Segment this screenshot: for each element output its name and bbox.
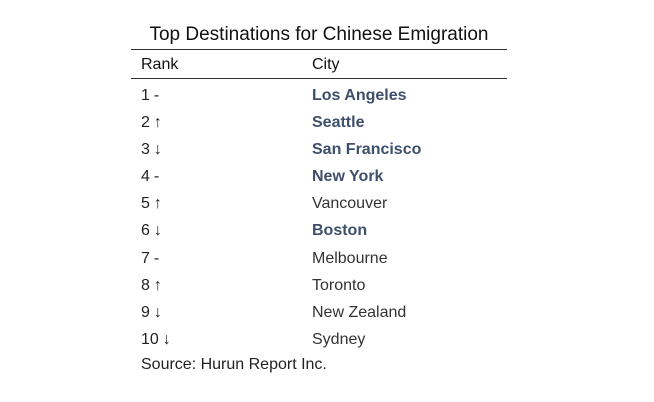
- rank-cell: 9 ↓: [131, 299, 312, 326]
- city-cell: Sydney: [312, 330, 366, 348]
- city-cell: Vancouver: [312, 195, 388, 213]
- trend-flat-icon: -: [153, 87, 160, 104]
- table-body: 1- Los Angeles 2 ↑ Seattle 3 ↓ San Francisco 4- N…: [131, 79, 507, 353]
- rank-number: 3: [141, 141, 150, 159]
- rank-number: 9: [141, 303, 150, 321]
- rank-number: 7: [141, 249, 150, 267]
- city-cell: Toronto: [312, 276, 366, 294]
- city-cell: New Zealand: [312, 303, 407, 321]
- rank-cell: 4-: [131, 163, 312, 190]
- trend-down-icon: ↓: [153, 303, 162, 321]
- city-cell: New York: [312, 168, 384, 186]
- city-cell: Seattle: [312, 114, 365, 132]
- table-row: 5 ↑ Vancouver: [131, 190, 507, 217]
- trend-flat-icon: -: [153, 168, 160, 186]
- trend-up-icon: ↑: [153, 114, 162, 132]
- trend-down-icon: ↓: [162, 330, 171, 348]
- city-cell: Melbourne: [312, 249, 388, 267]
- header-city: City: [312, 56, 340, 73]
- rank-number: 10: [141, 330, 159, 348]
- header-rank: Rank: [141, 56, 179, 73]
- table-row: 8 ↑ Toronto: [131, 272, 507, 299]
- trend-up-icon: ↑: [153, 195, 162, 213]
- table-row: 1- Los Angeles: [131, 82, 507, 109]
- rank-number: 4: [141, 168, 150, 186]
- rank-number: 1: [141, 87, 150, 104]
- rank-cell: 2 ↑: [131, 109, 312, 136]
- rank-cell: 8 ↑: [131, 272, 312, 299]
- rank-cell: 6 ↓: [131, 217, 312, 244]
- destinations-table: Top Destinations for Chinese Emigration …: [131, 22, 507, 376]
- table-header: Rank City: [131, 50, 507, 79]
- rank-cell: 1-: [131, 82, 312, 109]
- source-note: Source: Hurun Report Inc.: [141, 355, 327, 373]
- rank-cell: 10 ↓: [131, 326, 312, 353]
- table-row: 3 ↓ San Francisco: [131, 136, 507, 163]
- trend-down-icon: ↓: [153, 222, 162, 240]
- table-row: 4- New York: [131, 163, 507, 190]
- city-cell: Boston: [312, 222, 368, 240]
- trend-up-icon: ↑: [153, 276, 162, 294]
- table-row: 2 ↑ Seattle: [131, 109, 507, 136]
- table-title: Top Destinations for Chinese Emigration: [131, 22, 507, 50]
- rank-number: 6: [141, 222, 150, 240]
- table-row: 6 ↓ Boston: [131, 217, 507, 244]
- table-row: 7- Melbourne: [131, 245, 507, 272]
- trend-flat-icon: -: [153, 249, 160, 267]
- rank-cell: 7-: [131, 245, 312, 272]
- rank-cell: 5 ↑: [131, 190, 312, 217]
- city-cell: Los Angeles: [312, 87, 407, 104]
- rank-number: 8: [141, 276, 150, 294]
- table-row: 9 ↓ New Zealand: [131, 299, 507, 326]
- table-row: 10 ↓ Sydney: [131, 326, 507, 353]
- rank-number: 5: [141, 195, 150, 213]
- city-cell: San Francisco: [312, 141, 422, 159]
- rank-cell: 3 ↓: [131, 136, 312, 163]
- rank-number: 2: [141, 114, 150, 132]
- trend-down-icon: ↓: [153, 141, 162, 159]
